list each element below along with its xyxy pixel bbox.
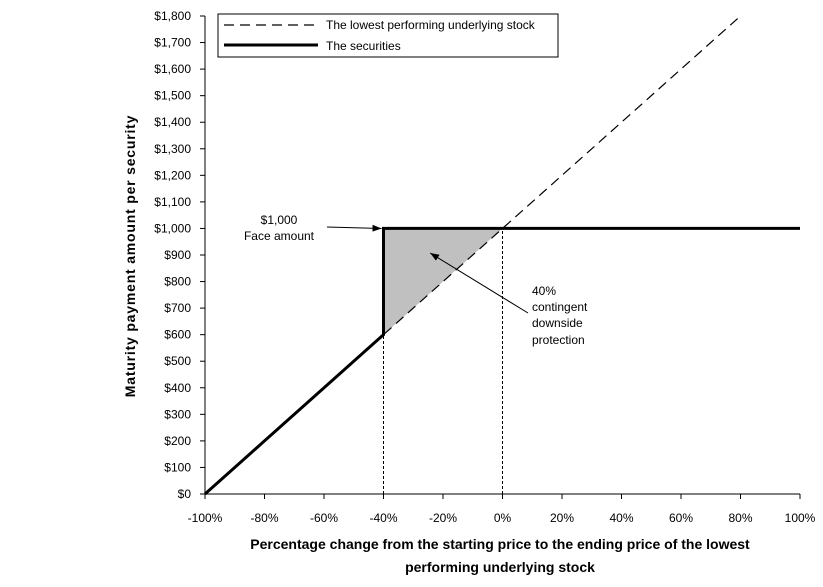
y-tick-label: $1,800: [154, 9, 191, 23]
y-tick-label: $200: [164, 434, 191, 448]
legend: The lowest performing underlying stock T…: [217, 13, 559, 58]
legend-label-lowest-stock: The lowest performing underlying stock: [326, 18, 536, 32]
x-tick-label: -80%: [250, 511, 278, 525]
x-tick-label: 100%: [785, 511, 816, 525]
y-tick-label: $1,500: [154, 89, 191, 103]
y-tick-label: $1,300: [154, 142, 191, 156]
protection-arrow: [429, 252, 529, 314]
x-axis-title-line2: performing underlying stock: [405, 559, 595, 575]
legend-label-securities: The securities: [326, 39, 401, 53]
x-tick-label: 60%: [669, 511, 693, 525]
face-amount-value: $1,000: [261, 213, 298, 227]
x-tick-label: -60%: [310, 511, 338, 525]
protection-label-line2: contingent: [532, 300, 588, 314]
x-axis-title-line1: Percentage change from the starting pric…: [250, 536, 750, 552]
protection-label-line3: downside: [532, 316, 583, 330]
y-ticks: $0 $100 $200 $300 $400 $500 $600 $700 $800 $900 $1…: [154, 9, 205, 501]
y-tick-label: $1,100: [154, 195, 191, 209]
x-tick-label: -40%: [369, 511, 397, 525]
face-amount-arrow: [326, 224, 382, 232]
x-tick-label: -100%: [188, 511, 223, 525]
y-tick-label: $1,600: [154, 62, 191, 76]
y-tick-label: $1,200: [154, 168, 191, 182]
x-tick-label: 40%: [609, 511, 633, 525]
y-tick-label: $300: [164, 407, 191, 421]
legend-box: [217, 13, 559, 58]
y-tick-label: $500: [164, 354, 191, 368]
protection-label-line4: protection: [532, 333, 585, 347]
y-tick-label: $400: [164, 381, 191, 395]
y-tick-label: $700: [164, 301, 191, 315]
x-tick-label: -20%: [429, 511, 457, 525]
y-tick-label: $1,700: [154, 36, 191, 50]
y-axis-title: Maturity payment amount per security: [122, 115, 138, 397]
series-line-securities: [204, 226, 800, 496]
y-tick-label: $600: [164, 328, 191, 342]
x-ticks: -100% -80% -60% -40% -20% 0% 20% 40% 60% 80% 100%: [188, 494, 816, 525]
x-tick-label: 20%: [550, 511, 574, 525]
y-tick-label: $800: [164, 275, 191, 289]
y-tick-label: $900: [164, 248, 191, 262]
y-tick-label: $1,400: [154, 115, 191, 129]
protection-label-line1: 40%: [532, 284, 556, 298]
x-tick-label: 80%: [728, 511, 752, 525]
y-tick-label: $1,000: [154, 221, 191, 235]
y-tick-label: $0: [178, 487, 192, 501]
y-tick-label: $100: [164, 460, 191, 474]
face-amount-label: Face amount: [244, 229, 315, 243]
x-tick-label: 0%: [494, 511, 512, 525]
